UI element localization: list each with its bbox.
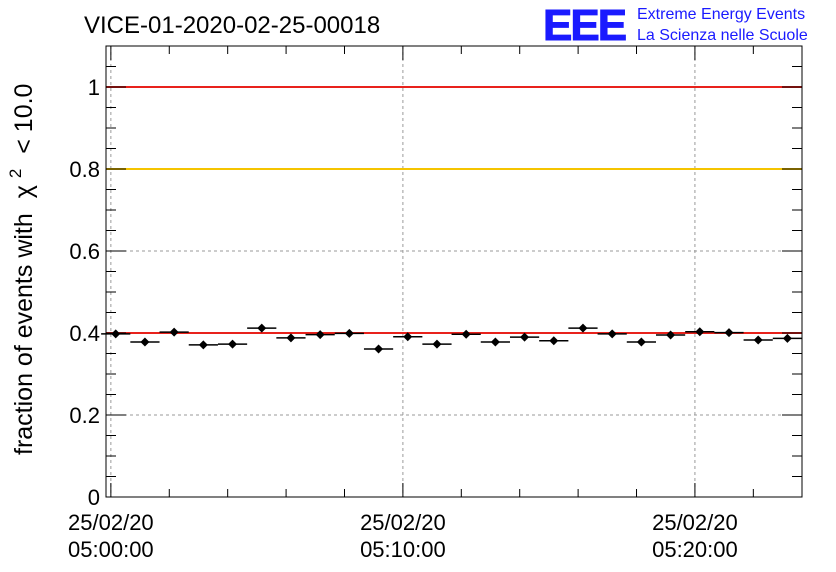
data-point-marker: [198, 340, 208, 350]
data-point: [568, 323, 598, 333]
data-point-marker: [344, 328, 354, 338]
y-axis-label-symbol: χ: [10, 185, 38, 198]
data-point-marker: [549, 336, 559, 346]
x-tick-label-date: 25/02/20: [652, 510, 738, 535]
y-tick-label: 0.2: [69, 403, 100, 428]
y-tick-label: 0.4: [69, 321, 100, 346]
y-tick-label: 0.6: [69, 239, 100, 264]
data-point-marker: [111, 329, 121, 339]
data-point: [130, 337, 160, 347]
data-point-marker: [520, 332, 530, 342]
data-point-marker: [315, 330, 325, 340]
y-tick-label: 0.8: [69, 157, 100, 182]
y-tick-label: 1: [88, 75, 100, 100]
data-point-marker: [695, 327, 705, 337]
data-point: [363, 344, 394, 354]
data-point: [451, 329, 481, 339]
data-point-marker: [432, 339, 442, 349]
tick-labels: 00.20.40.60.8125/02/2005:00:0025/02/2005…: [68, 75, 738, 562]
data-point-marker: [636, 337, 646, 347]
eee-logo-line2: La Scienza nelle Scuole: [637, 27, 808, 44]
data-point: [626, 337, 656, 347]
data-point: [539, 336, 569, 346]
data-point-marker: [257, 323, 267, 333]
data-point-marker: [140, 337, 150, 347]
y-axis-label-suffix: < 10.0: [10, 84, 38, 154]
data-point: [188, 340, 218, 350]
x-tick-label-date: 25/02/20: [360, 510, 446, 535]
data-point: [305, 330, 335, 340]
x-tick-label-time: 05:20:00: [652, 537, 738, 562]
data-point-marker: [578, 323, 588, 333]
data-point: [685, 327, 715, 337]
y-tick-label: 0: [88, 485, 100, 510]
eee-logo: EEE Extreme Energy Events La Scienza nel…: [543, 1, 808, 51]
data-point-marker: [607, 329, 617, 339]
data-point-marker: [753, 335, 763, 345]
data-point-marker: [666, 330, 676, 340]
data-point: [159, 327, 189, 337]
x-tick-label-time: 05:10:00: [360, 537, 446, 562]
x-tick-label-time: 05:00:00: [68, 537, 154, 562]
grid: [106, 46, 802, 497]
data-point-marker: [782, 333, 792, 343]
data-points: [101, 323, 802, 354]
data-point: [597, 329, 627, 339]
data-point-marker: [169, 327, 179, 337]
chart-title: VICE-01-2020-02-25-00018: [84, 12, 380, 39]
data-point: [714, 328, 744, 338]
y-axis-label: fraction of events with χ 2 < 10.0: [0, 84, 38, 455]
y-axis-label-sup: 2: [6, 169, 25, 178]
data-point: [422, 339, 452, 349]
data-point: [217, 339, 248, 349]
data-point-marker: [490, 337, 500, 347]
data-point: [247, 323, 277, 333]
eee-logo-mark: EEE: [543, 1, 626, 50]
data-point-marker: [228, 339, 238, 349]
axes: [105, 45, 803, 498]
data-point: [393, 332, 423, 342]
data-point-marker: [286, 333, 296, 343]
data-point-marker: [374, 344, 384, 354]
plot-frame: [105, 45, 803, 498]
data-point: [509, 332, 540, 342]
data-point-marker: [461, 329, 471, 339]
data-point: [480, 337, 510, 347]
x-tick-label-date: 25/02/20: [68, 510, 154, 535]
data-point: [655, 330, 686, 340]
data-point-marker: [403, 332, 413, 342]
data-point: [276, 333, 306, 343]
y-axis-label-prefix: fraction of events with: [10, 213, 38, 455]
reference-lines: [106, 86, 802, 334]
data-point: [772, 333, 802, 343]
data-point: [743, 335, 773, 345]
data-point-marker: [724, 328, 734, 338]
eee-logo-line1: Extreme Energy Events: [637, 6, 805, 23]
data-point: [334, 328, 364, 338]
